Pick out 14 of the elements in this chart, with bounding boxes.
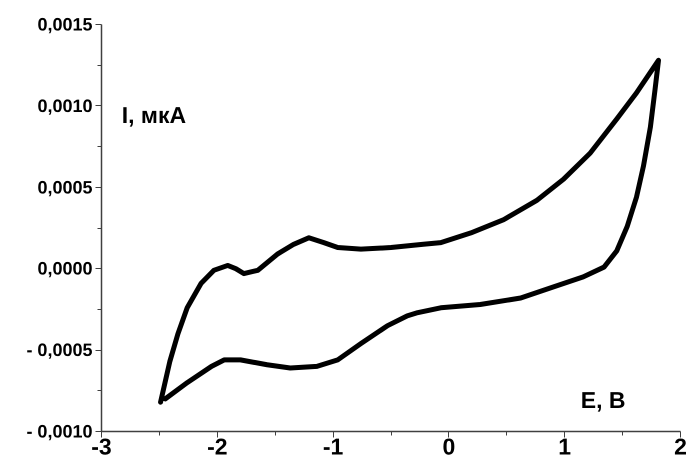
y-tick-label: 0,0015 (37, 14, 93, 34)
x-axis-title: E, B (580, 387, 626, 414)
x-tick-label: -2 (207, 434, 228, 460)
x-tick-label: 0 (442, 434, 456, 460)
y-tick-label: - 0,0005 (26, 340, 93, 360)
x-tick-label: -3 (91, 434, 112, 460)
y-tick-label: 0,0010 (37, 96, 93, 116)
x-tick-label: 1 (558, 434, 572, 460)
x-tick-label: -1 (322, 434, 344, 460)
y-tick-label: 0,0000 (37, 258, 93, 279)
y-tick-label: 0,0005 (37, 177, 93, 198)
x-tick-label: 2 (674, 434, 687, 460)
y-tick-label: - 0,0010 (26, 422, 93, 442)
y-axis-title: I, мкА (122, 102, 186, 128)
